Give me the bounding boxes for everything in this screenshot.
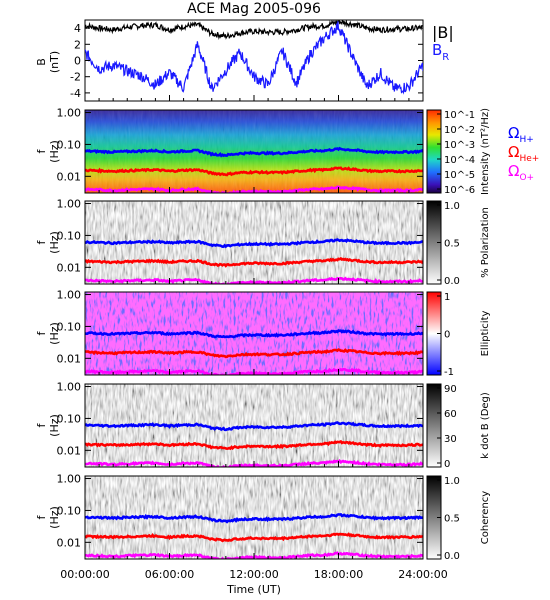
ylabel: f [35, 422, 48, 427]
colorbar-tick-label: 1.0 [444, 201, 460, 212]
b-magnitude-line [85, 20, 423, 40]
colorbar-tick-label: 90 [444, 384, 457, 395]
time-axis-label: Time (UT) [226, 583, 281, 596]
b-ytick-label: -4 [70, 87, 81, 100]
polarization-panel: 1.00 0.10 0.01 f (Hz) 1.0 0.5 0.0 % Polarization [35, 198, 491, 287]
he-plus-gyro-line [85, 439, 423, 451]
he-plus-gyro-line [85, 166, 423, 177]
ytick-label: 1.00 [57, 198, 82, 211]
colorbar-tick-label: 1.0 [444, 476, 460, 487]
h-plus-gyro-line [85, 513, 423, 524]
coherency-colorbar-label: Coherency [480, 491, 491, 544]
colorbar-tick-label: 0 [444, 330, 450, 341]
h-plus-gyro-line [85, 329, 423, 339]
time-axis-ticks: 00:00:00 06:00:00 12:00:00 18:00:00 24:00:00 [60, 568, 447, 581]
ytick-label: 1.00 [57, 473, 82, 486]
gyro-legend-h: ΩH+ [508, 124, 534, 145]
ylabel: f [35, 514, 48, 519]
figure-title: ACE Mag 2005-096 [187, 1, 321, 17]
h-plus-gyro-line [85, 146, 423, 158]
time-tick-label: 24:00:00 [398, 568, 447, 581]
yunit: (Hz) [48, 322, 61, 345]
ylabel: f [35, 330, 48, 335]
gyro-legend: ΩH+ ΩHe+ ΩO+ [508, 124, 539, 183]
colorbar-tick-label: 60 [444, 409, 457, 420]
b-ytick-label: 0 [74, 55, 81, 68]
colorbar-tick-label: 10^-2 [444, 125, 475, 136]
colorbar-tick-label: 0 [444, 459, 450, 470]
ytick-label: 0.10 [57, 229, 82, 242]
b-ytick-label: 2 [74, 38, 81, 51]
coherency-panel: 1.00 0.10 0.01 f (Hz) 1.0 0.5 0.0 Coherency [35, 473, 491, 562]
ellipticity-panel: 1.00 0.10 0.01 f (Hz) 1 0 -1 Ellipticity [35, 289, 491, 378]
intensity-colorbar-label: Intensity (nT²/Hz) [480, 108, 491, 195]
ytick-label: 1.00 [57, 107, 82, 120]
colorbar-tick-label: 10^-6 [444, 185, 475, 196]
ytick-label: 1.00 [57, 289, 82, 302]
b-radial-line [85, 21, 423, 95]
he-plus-gyro-line [85, 532, 423, 543]
colorbar-tick-label: 10^-3 [444, 140, 475, 151]
he-plus-gyro-line [85, 256, 423, 268]
legend-bmag: |B| [432, 23, 454, 42]
polarization-colorbar-label: % Polarization [480, 207, 491, 278]
gyro-legend-he: ΩHe+ [508, 143, 539, 164]
time-tick-label: 06:00:00 [145, 568, 194, 581]
yunit: (Hz) [48, 506, 61, 529]
colorbar-tick-label: 0.0 [444, 551, 460, 562]
colorbar-tick-label: 1 [444, 292, 450, 303]
legend-br: BR [432, 41, 449, 63]
ytick-label: 0.10 [57, 138, 82, 151]
colorbar-tick-label: 0.0 [444, 276, 460, 287]
time-tick-label: 18:00:00 [314, 568, 363, 581]
time-tick-label: 00:00:00 [60, 568, 109, 581]
yunit: (Hz) [48, 231, 61, 254]
colorbar-tick-label: -1 [444, 367, 454, 378]
ellipticity-colorbar-label: Ellipticity [480, 311, 491, 357]
ytick-label: 0.01 [57, 536, 82, 549]
intensity-panel: 1.00 0.10 0.01 f (Hz) 10^-1 10^-2 10^-3 10^-4 10^… [35, 107, 491, 196]
ytick-label: 0.01 [57, 170, 82, 183]
ytick-label: 0.01 [57, 261, 82, 274]
time-tick-label: 12:00:00 [229, 568, 278, 581]
gyro-legend-o: ΩO+ [508, 162, 534, 183]
he-plus-gyro-line [85, 348, 423, 359]
colorbar-tick-label: 10^-4 [444, 155, 475, 166]
yunit: (Hz) [48, 140, 61, 163]
ylabel: f [35, 148, 48, 153]
ytick-label: 0.01 [57, 352, 82, 365]
ylabel: f [35, 239, 48, 244]
colorbar-tick-label: 0.5 [444, 239, 460, 250]
colorbar-tick-label: 10^-1 [444, 110, 475, 121]
b-field-panel: 4 2 0 -2 -4 B (nT) |B| BR [35, 19, 454, 102]
kdotb-colorbar [426, 383, 442, 468]
ytick-label: 0.10 [57, 412, 82, 425]
kdotb-colorbar-label: k dot B (Deg) [480, 392, 491, 459]
ytick-label: 0.10 [57, 504, 82, 517]
b-field-yticks: 4 2 0 -2 -4 [70, 22, 424, 101]
b-ytick-label: 4 [74, 22, 81, 35]
b-field-yunit: (nT) [48, 51, 61, 73]
ytick-label: 1.00 [57, 381, 82, 394]
colorbar-tick-label: 10^-5 [444, 170, 475, 181]
colorbar-tick-label: 30 [444, 434, 457, 445]
ytick-label: 0.10 [57, 320, 82, 333]
kdotb-panel: 1.00 0.10 0.01 f (Hz) 90 60 30 0 k dot B (Deg) [35, 381, 491, 470]
ytick-label: 0.01 [57, 444, 82, 457]
h-plus-gyro-line [85, 238, 423, 249]
intensity-colorbar [426, 109, 442, 194]
b-ytick-label: -2 [70, 71, 81, 84]
h-plus-gyro-line [85, 421, 423, 432]
b-field-ylabel: B [35, 58, 48, 66]
colorbar-tick-label: 0.5 [444, 514, 460, 525]
yunit: (Hz) [48, 414, 61, 437]
